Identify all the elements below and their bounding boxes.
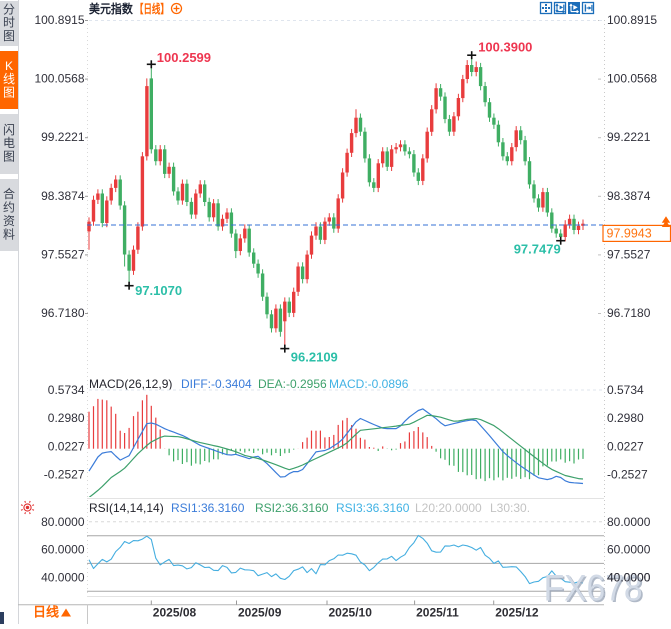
svg-text:97.5527: 97.5527: [607, 247, 651, 261]
svg-text:97.5527: 97.5527: [41, 247, 85, 261]
svg-text:60.0000: 60.0000: [41, 543, 85, 557]
svg-text:97.9943: 97.9943: [607, 227, 652, 241]
svg-text:60.0000: 60.0000: [607, 543, 651, 557]
svg-text:时: 时: [3, 16, 15, 30]
svg-text:100.2599: 100.2599: [157, 50, 211, 65]
svg-text:96.7180: 96.7180: [41, 306, 85, 320]
svg-text:99.2221: 99.2221: [41, 130, 85, 144]
svg-text:FX678: FX678: [545, 569, 644, 610]
svg-text:FX678: FX678: [544, 568, 643, 609]
svg-text:资: 资: [3, 214, 15, 228]
svg-text:40.0000: 40.0000: [41, 570, 85, 584]
svg-text:料: 料: [3, 227, 15, 241]
svg-text:100.8915: 100.8915: [34, 13, 84, 27]
svg-text:日线: 日线: [33, 605, 59, 620]
svg-text:RSI1:36.3160: RSI1:36.3160: [171, 501, 245, 515]
svg-text:97.7479: 97.7479: [514, 242, 561, 257]
svg-text:美元指数: 美元指数: [89, 1, 134, 16]
svg-text:DEA:-0.2956: DEA:-0.2956: [258, 377, 327, 391]
svg-text:97.1070: 97.1070: [135, 283, 182, 298]
svg-text:图: 图: [3, 86, 15, 100]
svg-text:K: K: [5, 59, 13, 73]
svg-text:80.0000: 80.0000: [607, 515, 651, 529]
svg-text:分: 分: [3, 2, 15, 16]
svg-text:98.3874: 98.3874: [41, 189, 85, 203]
svg-text:0.2980: 0.2980: [607, 411, 644, 425]
svg-text:DIFF:-0.3404: DIFF:-0.3404: [181, 377, 252, 391]
svg-text:图: 图: [3, 150, 15, 164]
svg-text:99.2221: 99.2221: [607, 130, 651, 144]
svg-text:闪: 闪: [3, 123, 15, 137]
svg-text:0.5734: 0.5734: [607, 383, 644, 397]
svg-text:100.0568: 100.0568: [607, 72, 657, 86]
svg-text:【日线】: 【日线】: [135, 1, 169, 16]
svg-text:RSI2:36.3160: RSI2:36.3160: [255, 501, 329, 515]
svg-text:0.0227: 0.0227: [607, 439, 644, 453]
svg-text:2025/12: 2025/12: [495, 606, 539, 620]
svg-text:96.7180: 96.7180: [607, 306, 651, 320]
svg-text:L30:30.: L30:30.: [490, 501, 530, 515]
svg-text:2025/09: 2025/09: [238, 606, 282, 620]
svg-text:2025/10: 2025/10: [329, 606, 373, 620]
svg-text:100.8915: 100.8915: [607, 13, 657, 27]
svg-text:2025/11: 2025/11: [416, 606, 459, 620]
svg-text:约: 约: [3, 200, 15, 215]
svg-text:-0.2527: -0.2527: [607, 468, 648, 482]
svg-text:电: 电: [3, 136, 15, 150]
svg-text:合: 合: [3, 186, 15, 201]
svg-text:40.0000: 40.0000: [607, 570, 651, 584]
svg-text:图: 图: [3, 29, 15, 43]
svg-text:RSI3:36.3160: RSI3:36.3160: [336, 501, 410, 515]
svg-text:MACD(26,12,9): MACD(26,12,9): [89, 377, 172, 391]
svg-text:MACD:-0.0896: MACD:-0.0896: [329, 377, 409, 391]
svg-text:0.0227: 0.0227: [48, 439, 85, 453]
svg-text:RSI(14,14,14): RSI(14,14,14): [89, 501, 164, 515]
svg-text:0.5734: 0.5734: [48, 383, 85, 397]
svg-text:2025/08: 2025/08: [153, 606, 197, 620]
svg-text:线: 线: [3, 72, 15, 86]
svg-text:-0.2527: -0.2527: [44, 468, 85, 482]
svg-text:100.0568: 100.0568: [34, 72, 84, 86]
svg-text:40.0000: 40.0000: [607, 570, 651, 584]
svg-text:L20:20.0000: L20:20.0000: [415, 501, 482, 515]
svg-text:96.2109: 96.2109: [291, 350, 338, 365]
svg-text:80.0000: 80.0000: [41, 515, 85, 529]
svg-text:0.2980: 0.2980: [48, 411, 85, 425]
svg-text:100.3900: 100.3900: [478, 40, 532, 55]
svg-text:98.3874: 98.3874: [607, 189, 651, 203]
